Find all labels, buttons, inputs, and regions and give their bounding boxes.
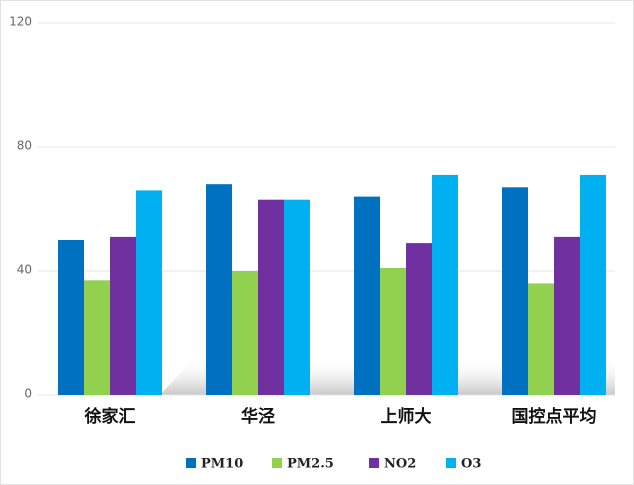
y-tick-label: 0 <box>24 387 32 401</box>
x-tick-label: 上师大 <box>381 406 432 427</box>
bar <box>58 240 84 395</box>
bar <box>432 174 458 395</box>
bar <box>406 243 432 395</box>
bar <box>528 283 554 395</box>
x-tick-label: 华泾 <box>241 406 275 427</box>
x-tick-label: 国控点平均 <box>512 406 597 427</box>
bar <box>136 190 162 395</box>
bar <box>354 196 380 395</box>
legend-swatch <box>369 458 379 468</box>
bar <box>84 280 110 395</box>
bar <box>206 184 232 395</box>
bar <box>380 267 406 395</box>
legend-swatch <box>446 458 456 468</box>
legend-label: PM2.5 <box>287 457 334 472</box>
y-tick-label: 120 <box>9 15 32 29</box>
bar <box>502 187 528 395</box>
bar <box>110 236 136 395</box>
y-tick-label: 40 <box>17 263 32 277</box>
y-tick-label: 80 <box>17 139 32 153</box>
legend-swatch <box>272 458 282 468</box>
x-tick-label: 徐家汇 <box>84 406 136 427</box>
legend-label: PM10 <box>201 457 243 472</box>
bar <box>232 271 258 395</box>
bar <box>258 199 284 395</box>
legend-swatch <box>186 458 196 468</box>
bar <box>284 199 310 395</box>
bar <box>580 174 606 395</box>
legend-label: O3 <box>461 457 481 472</box>
legend-label: NO2 <box>384 457 416 472</box>
bar <box>554 236 580 395</box>
